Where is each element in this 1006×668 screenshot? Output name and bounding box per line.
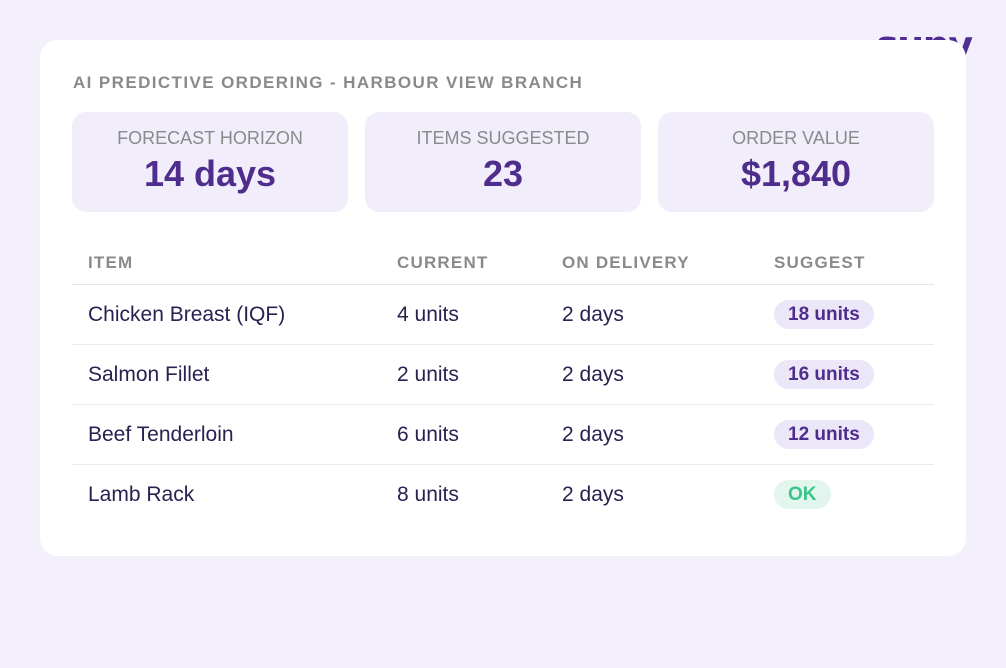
column-header-item: ITEM	[88, 253, 134, 272]
stat-label: FORECAST HORIZON	[117, 128, 303, 148]
item-name: Salmon Fillet	[88, 363, 210, 386]
card-title: AI PREDICTIVE ORDERING - HARBOUR VIEW BR…	[73, 73, 584, 92]
item-name: Lamb Rack	[88, 483, 195, 506]
stat-label: ITEMS SUGGESTED	[416, 128, 590, 148]
stat-label: ORDER VALUE	[732, 128, 860, 148]
column-header-current: CURRENT	[397, 253, 489, 272]
item-name: Chicken Breast (IQF)	[88, 303, 286, 326]
suggest-badge: 18 units	[774, 300, 874, 329]
current-stock: 2 units	[397, 363, 459, 386]
delivery-time: 2 days	[562, 423, 624, 446]
suggestion-table: ITEM CURRENT ON DELIVERY SUGGEST Chicken…	[72, 236, 934, 524]
suggest-badge: 12 units	[774, 420, 874, 449]
stat-forecast-horizon: FORECAST HORIZON 14 days	[72, 112, 348, 212]
current-stock: 8 units	[397, 483, 459, 506]
column-header-suggest: SUGGEST	[774, 253, 866, 272]
table-header: ITEM CURRENT ON DELIVERY SUGGEST	[72, 236, 934, 285]
table-row: Chicken Breast (IQF) 4 units 2 days 18 u…	[72, 285, 934, 345]
stat-value: $1,840	[740, 153, 852, 194]
table-row: Lamb Rack 8 units 2 days OK	[72, 465, 934, 524]
current-stock: 6 units	[397, 423, 459, 446]
column-header-on-delivery: ON DELIVERY	[562, 253, 690, 272]
delivery-time: 2 days	[562, 303, 624, 326]
stat-value: 23	[482, 153, 524, 194]
current-stock: 4 units	[397, 303, 459, 326]
item-name: Beef Tenderloin	[88, 423, 234, 446]
stat-items-suggested: ITEMS SUGGESTED 23	[365, 112, 641, 212]
ok-badge: OK	[774, 480, 831, 509]
delivery-time: 2 days	[562, 363, 624, 386]
table-row: Beef Tenderloin 6 units 2 days 12 units	[72, 405, 934, 465]
stat-order-value: ORDER VALUE $1,840	[658, 112, 934, 212]
table-row: Salmon Fillet 2 units 2 days 16 units	[72, 345, 934, 405]
suggest-badge: 16 units	[774, 360, 874, 389]
predictive-ordering-card: AI PREDICTIVE ORDERING - HARBOUR VIEW BR…	[40, 40, 966, 556]
delivery-time: 2 days	[562, 483, 624, 506]
stat-value: 14 days	[143, 153, 277, 194]
